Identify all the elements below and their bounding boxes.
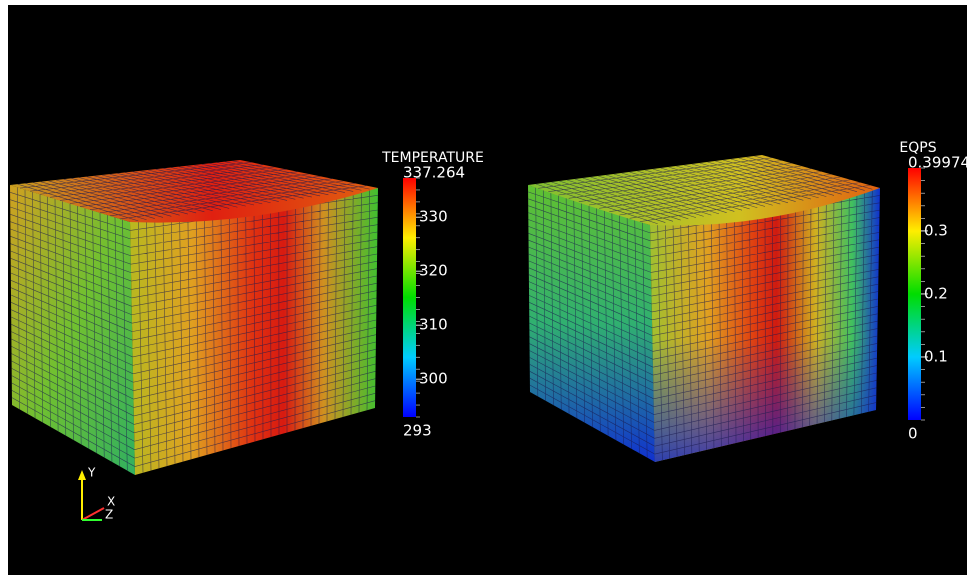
z-label: Z [105,508,113,522]
render-view: TEMPERATURE337.264293330320310300EQPS0.3… [0,0,967,580]
colorbar-tick-label: 320 [419,262,448,280]
colorbar-tick-label: 0.1 [924,347,948,365]
colorbar-tick-label: 0.3 [924,221,948,239]
page: TEMPERATURE337.264293330320310300EQPS0.3… [0,0,967,580]
colorbar-tick-label: 310 [419,316,448,334]
colorbar-tick-label: 0.2 [924,284,948,302]
colorbar [908,168,921,420]
x-label: X [107,495,115,509]
colorbar-max-label: 0.39974 [908,154,967,172]
colorbar-tick-label: 330 [419,208,448,226]
colorbar-tick-label: 300 [419,370,448,388]
colorbar-min-label: 0 [908,425,918,443]
y-label: Y [87,466,96,480]
colorbar-max-label: 337.264 [403,164,465,182]
colorbar [403,178,416,417]
colorbar-min-label: 293 [403,422,432,440]
